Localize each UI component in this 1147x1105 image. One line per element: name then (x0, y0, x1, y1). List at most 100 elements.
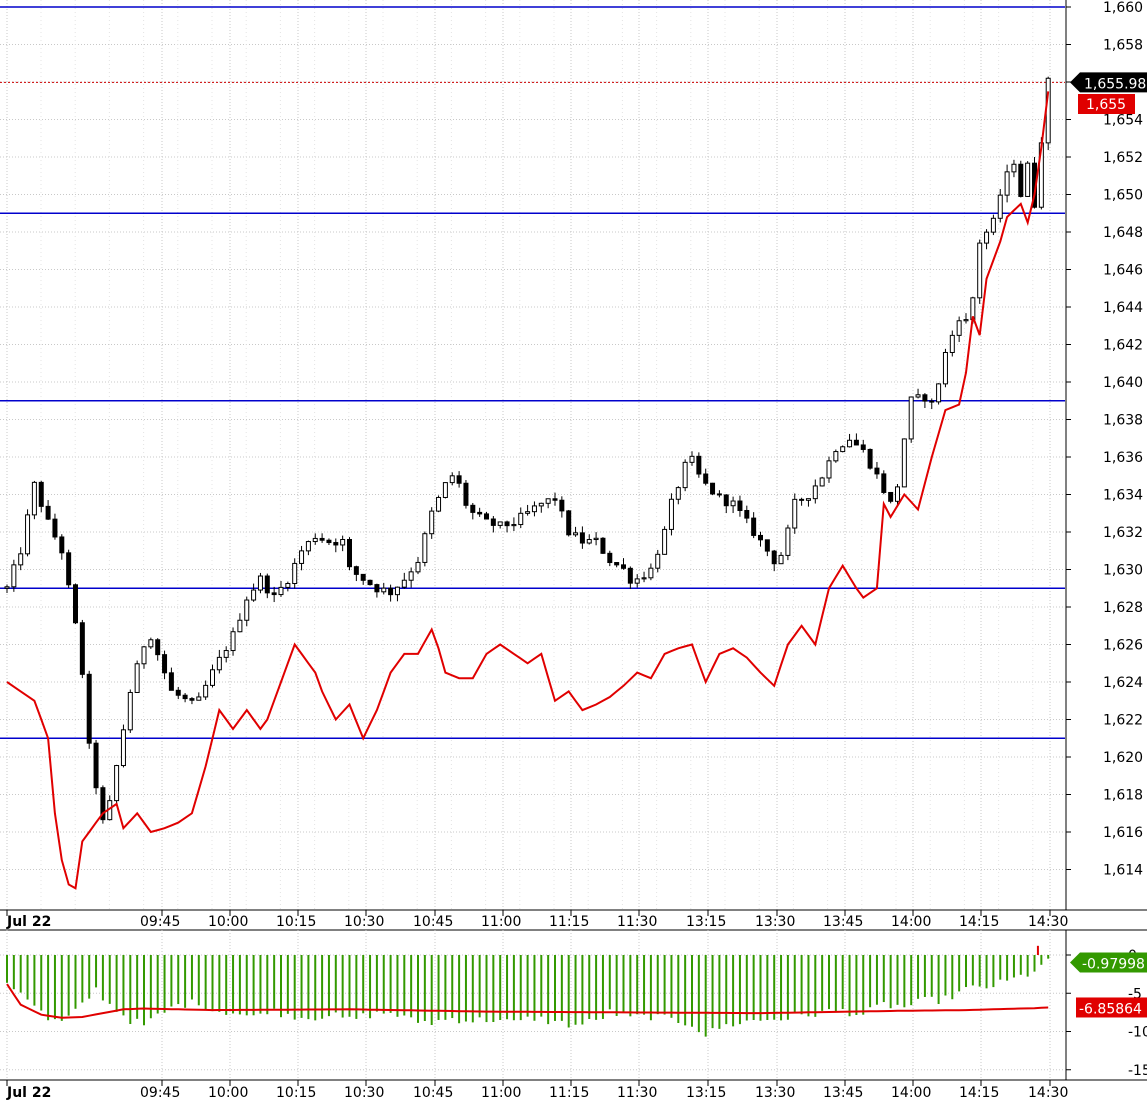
osc-axis-label: -10 (1128, 1025, 1147, 1041)
candle-body (758, 534, 763, 541)
candle-body (1011, 163, 1017, 173)
last-price-marker (1070, 72, 1147, 93)
candle-body (429, 510, 435, 535)
candle-body (1018, 163, 1024, 197)
candle-body (771, 550, 777, 565)
candle-body (381, 587, 387, 593)
candle-body (1025, 162, 1031, 197)
candle-body (86, 673, 92, 744)
candle-body (853, 439, 859, 446)
candle-body (326, 539, 332, 544)
candle-body (545, 498, 551, 504)
bottom-time-axis-label: 11:30 (617, 1085, 657, 1101)
price-axis-label: 1,620 (1103, 750, 1143, 766)
time-axis-label: 14:30 (1028, 914, 1068, 930)
candle-body (442, 482, 448, 498)
time-axis-label: 14:15 (959, 914, 999, 930)
candle-body (607, 552, 613, 564)
candle-body (730, 500, 736, 507)
price-axis-label: 1,648 (1103, 225, 1143, 241)
candle-body (347, 538, 352, 568)
price-axis-label: 1,634 (1103, 488, 1143, 504)
candle-body (696, 455, 702, 475)
candle-body (573, 532, 579, 536)
candle-body (511, 524, 517, 527)
bottom-time-axis-label: 10:15 (276, 1085, 316, 1101)
time-axis-label: 13:15 (686, 914, 726, 930)
time-axis-label: 11:30 (617, 914, 657, 930)
candle-body (401, 579, 407, 588)
candle-body (312, 537, 318, 543)
time-axis-label: Jul 22 (6, 914, 51, 930)
candle-body (915, 394, 921, 398)
candlesticks (4, 76, 1051, 824)
price-axis-label: 1,660 (1103, 0, 1143, 16)
histogram-value-label: -0.97998 (1082, 956, 1145, 972)
candle-body (148, 639, 154, 648)
price-axis-label: 1,644 (1103, 300, 1143, 316)
candle-body (264, 575, 270, 594)
candle-body (881, 473, 887, 493)
candle-body (490, 518, 496, 526)
candle-body (942, 351, 948, 385)
candle-body (66, 552, 72, 586)
candle-body (538, 502, 544, 507)
candle-body (408, 571, 414, 581)
candle-body (936, 383, 942, 403)
signal-value-label: -6.85864 (1079, 1001, 1142, 1017)
bottom-time-axis-label: Jul 22 (6, 1085, 51, 1101)
candle-body (38, 481, 44, 507)
candle-body (353, 566, 359, 575)
time-axis-label: 09:45 (140, 914, 180, 930)
candle-body (93, 742, 99, 789)
price-axis-label: 1,636 (1103, 450, 1143, 466)
candle-body (141, 646, 147, 665)
signal-value-marker (1076, 997, 1147, 1018)
candle-body (579, 532, 585, 544)
candle-body (710, 482, 716, 495)
candle-body (210, 669, 215, 686)
signal-line-series (6, 983, 1049, 1019)
candle-body (737, 500, 743, 512)
candle-body (79, 622, 85, 675)
candle-body (120, 729, 126, 767)
candle-body (456, 475, 462, 484)
candle-body (723, 494, 729, 507)
time-axis-label: 10:15 (276, 914, 316, 930)
candle-body (203, 684, 209, 698)
candle-body (600, 537, 606, 554)
candle-body (504, 521, 510, 527)
candle-body (867, 448, 873, 469)
candle-body (805, 498, 811, 501)
red-line-marker (1078, 94, 1135, 114)
price-axis-label: 1,646 (1103, 263, 1143, 279)
candle-body (929, 400, 935, 403)
price-axis-label: 1,650 (1103, 188, 1143, 204)
candle-body (778, 554, 784, 565)
candle-body (908, 396, 914, 440)
candle-body (114, 765, 120, 802)
candle-body (237, 619, 243, 633)
price-axis-background (1065, 0, 1147, 1101)
candle-body (463, 482, 469, 506)
candle-body (764, 539, 770, 552)
bottom-time-axis-label: 09:45 (140, 1085, 180, 1101)
price-axis-label: 1,630 (1103, 563, 1143, 579)
candle-body (449, 475, 455, 484)
candle-body (990, 217, 996, 233)
candle-body (1004, 171, 1010, 196)
candle-body (422, 533, 428, 563)
candle-body (716, 493, 722, 496)
bottom-time-axis-label: 10:30 (344, 1085, 384, 1101)
candle-body (216, 656, 222, 671)
candle-body (792, 498, 798, 529)
candle-body (751, 517, 757, 536)
candle-body (525, 511, 531, 514)
candle-body (484, 513, 489, 520)
candle-body (682, 461, 688, 489)
bottom-time-axis-label: 14:30 (1028, 1085, 1068, 1101)
time-axis-label: 10:45 (413, 914, 453, 930)
time-axis-label: 10:00 (208, 914, 248, 930)
bottom-time-axis-label: 13:30 (755, 1085, 795, 1101)
candle-body (977, 242, 983, 299)
